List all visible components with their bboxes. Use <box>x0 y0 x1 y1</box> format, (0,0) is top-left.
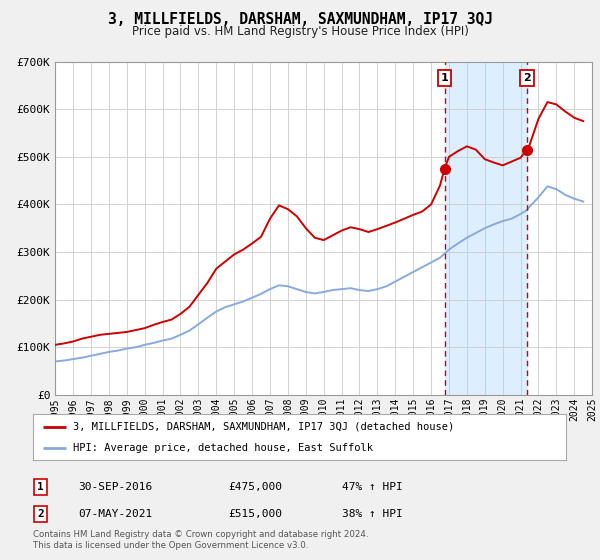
Text: 2: 2 <box>523 73 531 83</box>
Text: 38% ↑ HPI: 38% ↑ HPI <box>342 509 403 519</box>
Text: 2: 2 <box>37 509 44 519</box>
Text: 07-MAY-2021: 07-MAY-2021 <box>78 509 152 519</box>
Text: 1: 1 <box>440 73 448 83</box>
Text: 1: 1 <box>37 482 44 492</box>
Text: 47% ↑ HPI: 47% ↑ HPI <box>342 482 403 492</box>
Text: 3, MILLFIELDS, DARSHAM, SAXMUNDHAM, IP17 3QJ (detached house): 3, MILLFIELDS, DARSHAM, SAXMUNDHAM, IP17… <box>73 422 454 432</box>
Text: £475,000: £475,000 <box>228 482 282 492</box>
Text: Contains HM Land Registry data © Crown copyright and database right 2024.: Contains HM Land Registry data © Crown c… <box>33 530 368 539</box>
Text: £515,000: £515,000 <box>228 509 282 519</box>
Text: 3, MILLFIELDS, DARSHAM, SAXMUNDHAM, IP17 3QJ: 3, MILLFIELDS, DARSHAM, SAXMUNDHAM, IP17… <box>107 12 493 27</box>
Text: This data is licensed under the Open Government Licence v3.0.: This data is licensed under the Open Gov… <box>33 541 308 550</box>
Bar <box>445 62 527 395</box>
Text: Price paid vs. HM Land Registry's House Price Index (HPI): Price paid vs. HM Land Registry's House … <box>131 25 469 38</box>
Text: 30-SEP-2016: 30-SEP-2016 <box>78 482 152 492</box>
Text: HPI: Average price, detached house, East Suffolk: HPI: Average price, detached house, East… <box>73 443 373 453</box>
